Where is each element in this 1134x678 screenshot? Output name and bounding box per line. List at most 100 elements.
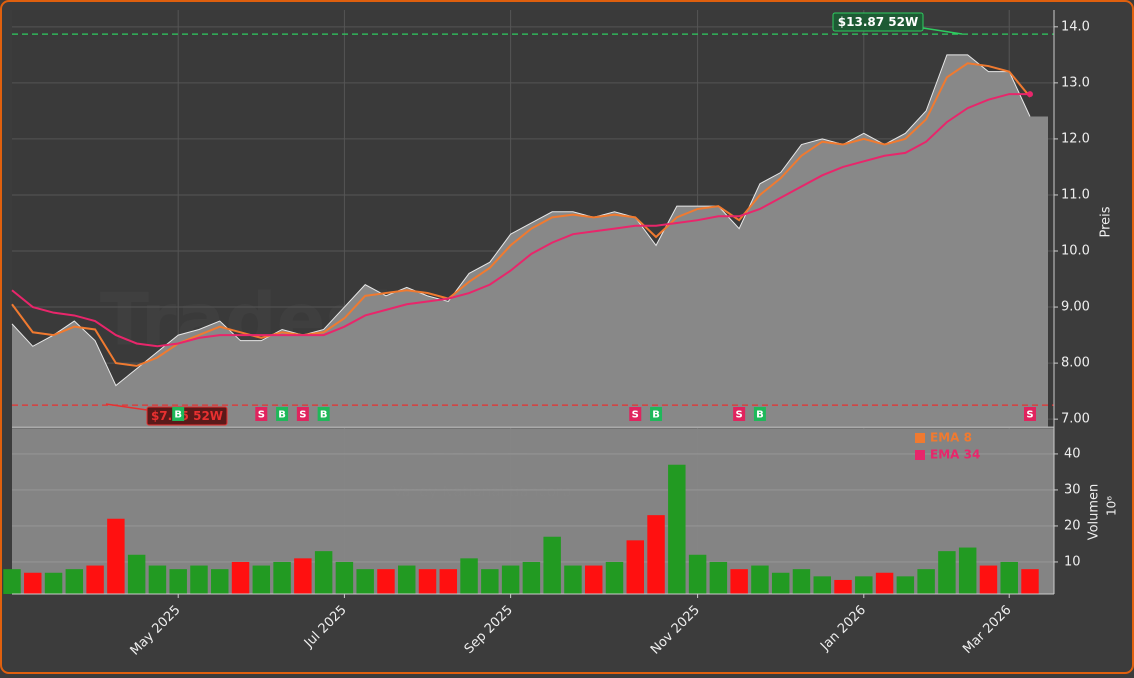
volume-bar (460, 558, 478, 594)
volume-bar (1021, 569, 1039, 594)
volume-bar (605, 561, 624, 594)
volume-bar (294, 558, 312, 594)
volume-bar (855, 576, 873, 594)
close-line (11, 54, 1031, 387)
volume-bar (771, 572, 790, 594)
signal-label: B (320, 410, 328, 421)
volume-bar (86, 565, 104, 594)
volume-bar (3, 569, 21, 594)
y-tick-label: 9.00 (1061, 300, 1090, 315)
y-tick-label: 12.0 (1061, 131, 1090, 146)
y2-tick-label: 30 (1064, 482, 1081, 497)
volume-bar (481, 569, 499, 594)
signal-box (276, 407, 289, 421)
volume-bar (418, 569, 437, 594)
volume-bar (127, 554, 146, 594)
volume-bar (356, 569, 374, 594)
y2-tick-label: 40 (1064, 446, 1081, 461)
signal-box (733, 407, 746, 421)
signal-label: B (278, 410, 286, 421)
signal-box (1024, 407, 1036, 421)
legend-swatch (915, 450, 925, 460)
price-area (12, 54, 1048, 427)
volume-bar (896, 576, 915, 594)
signal-label: S (736, 410, 743, 421)
high-arrow (922, 27, 963, 35)
volume-bar (1000, 561, 1018, 594)
volume-bar (709, 561, 728, 594)
y-tick-label: 7.00 (1061, 412, 1090, 427)
volume-bar (273, 561, 291, 594)
volume-bar (65, 569, 84, 594)
legend-swatch (915, 433, 925, 443)
volume-bar (979, 565, 998, 594)
y-tick-label: 10.0 (1061, 244, 1090, 259)
legend-label: EMA 34 (930, 448, 980, 462)
signal-label: S (632, 410, 639, 421)
volume-bar (522, 561, 541, 594)
ema-end-dot (1027, 91, 1033, 98)
volume-bar (917, 569, 935, 594)
low-arrow (105, 403, 148, 411)
signal-label: B (652, 410, 660, 421)
volume-bar (398, 565, 416, 594)
signal-label: S (299, 410, 306, 421)
signal-box (255, 407, 268, 421)
y2-tick-label: 20 (1064, 518, 1081, 533)
volume-bar (377, 569, 395, 594)
signal-box (296, 407, 309, 421)
signal-label: B (756, 410, 764, 421)
volume-bar (335, 561, 354, 594)
volume-bar (211, 569, 229, 594)
signal-box (753, 407, 766, 421)
y-tick-label: 13.0 (1061, 75, 1090, 90)
volume-bar (564, 565, 582, 594)
signal-box (317, 407, 330, 421)
volume-bar (169, 569, 187, 594)
volume-bar (107, 518, 125, 594)
volume-bar (252, 565, 271, 594)
high-label: $13.87 52W (838, 15, 918, 29)
volume-bar (792, 569, 811, 594)
price-axis-label: Preis (1099, 206, 1114, 237)
legend-label: EMA 8 (930, 431, 972, 445)
volume-bar (314, 551, 333, 594)
volume-bar (584, 565, 603, 594)
volume-axis-label: Volumen (1087, 484, 1102, 541)
y-tick-label: 8.00 (1061, 356, 1090, 371)
y-tick-label: 11.0 (1061, 187, 1090, 202)
volume-bar (44, 572, 63, 594)
volume-bar (543, 536, 561, 594)
volume-bar (24, 572, 42, 594)
signal-box (172, 407, 185, 421)
volume-bar (626, 540, 644, 594)
volume-bar (148, 565, 167, 594)
volume-bar (834, 579, 852, 594)
signal-box (629, 407, 642, 421)
y2-tick-label: 10 (1064, 554, 1081, 569)
volume-bar (190, 565, 208, 594)
low-label-box (146, 406, 228, 426)
volume-bar (938, 551, 956, 594)
low-label: $7.25 52W (151, 409, 223, 423)
signal-box (650, 407, 663, 421)
volume-bar (501, 565, 520, 594)
volume-bar (647, 515, 665, 594)
volume-bar (875, 572, 894, 594)
volume-bar (813, 576, 831, 594)
ema-line (11, 93, 1030, 348)
y-tick-label: 14.0 (1061, 19, 1090, 34)
volume-bar (751, 565, 769, 594)
signal-label: S (1026, 410, 1033, 421)
high-label-box (832, 12, 924, 32)
volume-bar (439, 569, 458, 594)
volume-bar (958, 547, 977, 594)
signal-label: S (258, 410, 265, 421)
volume-bar (231, 561, 250, 594)
volume-bar (668, 464, 686, 594)
volume-bar (730, 569, 748, 594)
volume-unit: 10⁶ (1105, 496, 1119, 516)
signal-label: B (174, 410, 182, 421)
volume-bar (688, 554, 707, 594)
